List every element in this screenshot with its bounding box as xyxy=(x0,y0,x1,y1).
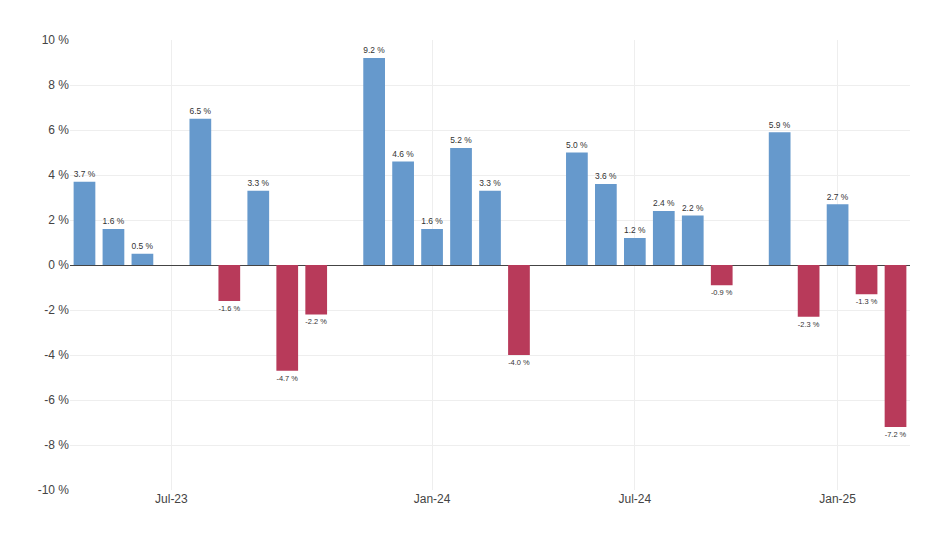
svg-text:5.2 %: 5.2 % xyxy=(450,135,472,145)
svg-text:Jan-25: Jan-25 xyxy=(819,492,856,506)
svg-text:-4.7 %: -4.7 % xyxy=(276,374,298,383)
svg-text:-4 %: -4 % xyxy=(44,348,69,362)
svg-text:-0.9 %: -0.9 % xyxy=(711,288,733,297)
svg-text:1.6 %: 1.6 % xyxy=(421,216,443,226)
svg-text:-2.2 %: -2.2 % xyxy=(305,317,327,326)
svg-text:-10 %: -10 % xyxy=(38,483,70,497)
svg-text:-7.2 %: -7.2 % xyxy=(885,430,907,439)
svg-text:8 %: 8 % xyxy=(48,78,69,92)
svg-text:3.7 %: 3.7 % xyxy=(74,169,96,179)
svg-text:3.6 %: 3.6 % xyxy=(595,171,617,181)
svg-text:6 %: 6 % xyxy=(48,123,69,137)
svg-text:Jul-24: Jul-24 xyxy=(618,492,651,506)
svg-text:4 %: 4 % xyxy=(48,168,69,182)
svg-text:-2 %: -2 % xyxy=(44,303,69,317)
svg-text:-8 %: -8 % xyxy=(44,438,69,452)
svg-text:6.5 %: 6.5 % xyxy=(189,106,211,116)
svg-text:3.3 %: 3.3 % xyxy=(247,178,269,188)
svg-text:-1.6 %: -1.6 % xyxy=(218,304,240,313)
svg-text:Jul-23: Jul-23 xyxy=(155,492,188,506)
svg-text:1.2 %: 1.2 % xyxy=(624,225,646,235)
svg-text:3.3 %: 3.3 % xyxy=(479,178,501,188)
svg-text:0 %: 0 % xyxy=(48,258,69,272)
svg-text:5.9 %: 5.9 % xyxy=(769,120,791,130)
svg-text:2.2 %: 2.2 % xyxy=(682,203,704,213)
svg-text:-1.3 %: -1.3 % xyxy=(856,297,878,306)
svg-text:1.6 %: 1.6 % xyxy=(103,216,125,226)
svg-text:10 %: 10 % xyxy=(42,33,70,47)
svg-text:2.7 %: 2.7 % xyxy=(827,192,849,202)
svg-text:2 %: 2 % xyxy=(48,213,69,227)
svg-text:4.6 %: 4.6 % xyxy=(392,149,414,159)
svg-text:Jan-24: Jan-24 xyxy=(414,492,451,506)
svg-text:0.5 %: 0.5 % xyxy=(132,241,154,251)
svg-text:-4.0 %: -4.0 % xyxy=(508,358,530,367)
svg-text:-6 %: -6 % xyxy=(44,393,69,407)
svg-text:-2.3 %: -2.3 % xyxy=(798,320,820,329)
svg-text:5.0 %: 5.0 % xyxy=(566,140,588,150)
svg-text:2.4 %: 2.4 % xyxy=(653,198,675,208)
svg-text:9.2 %: 9.2 % xyxy=(363,45,385,55)
